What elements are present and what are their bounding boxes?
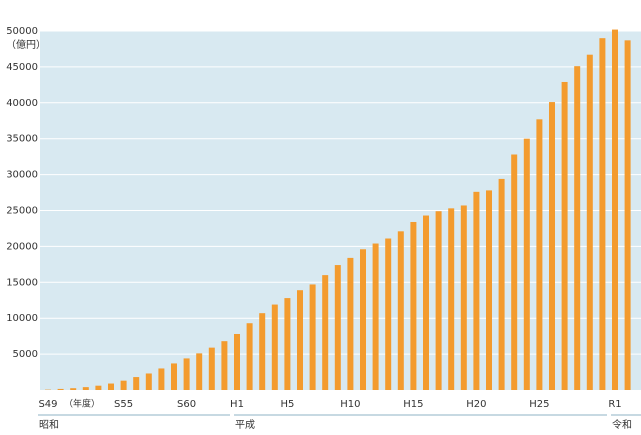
y-tick-label: 5000 [13,349,38,360]
bar [57,388,64,390]
y-tick-label: 30000 [6,170,38,181]
x-tick-label: H10 [340,399,360,410]
bar [486,190,492,390]
bar [221,341,228,390]
bar [372,243,379,390]
x-tick-label: H1 [230,399,244,410]
bar [498,178,505,390]
y-tick-label: 35000 [6,134,38,145]
bar [70,388,77,390]
bar [309,284,316,390]
bar [612,29,618,391]
bar [473,191,480,390]
bar [120,380,127,390]
bar [297,290,303,390]
bar [196,353,203,390]
bar [347,257,354,390]
bar [284,298,291,390]
bar [171,363,177,390]
bar [259,313,266,390]
bar [158,368,165,390]
bar [523,138,530,390]
bar [511,154,518,390]
x-tick-label: S60 [177,399,196,410]
bar [145,373,152,390]
bar [322,275,329,390]
bar [133,377,140,390]
bar [460,205,467,390]
y-tick-label: 40000 [6,98,38,109]
bar [599,38,606,391]
bar [108,383,114,390]
era-label: 平成 [235,419,255,431]
x-tick-label: S49 [38,399,57,410]
era-label: 令和 [612,418,632,431]
x-tick-label: S55 [114,399,133,410]
bar [536,119,543,391]
bar [586,54,593,390]
bar [561,81,568,390]
bar [234,333,240,390]
bar [82,387,89,390]
y-unit-label: （億円） [6,38,46,51]
bar [208,347,215,390]
y-tick-label: 10000 [6,313,38,324]
bar [334,265,341,390]
bar [397,231,404,390]
bar [624,40,631,391]
y-tick-label: 25000 [6,206,38,217]
bar [271,304,278,390]
bar [385,238,392,390]
x-unit-label: （年度） [64,398,100,410]
y-tick-label: 20000 [6,241,38,252]
bar [435,211,442,390]
bar [574,66,581,390]
bar [95,385,102,390]
bar [549,102,555,390]
bar [448,208,455,390]
x-tick-label: H5 [280,399,294,410]
bar [183,358,190,390]
x-tick-label: H15 [403,399,423,410]
y-tick-label: 15000 [6,277,38,288]
bar [360,249,366,390]
x-tick-label: R1 [608,399,621,410]
bar [423,215,429,390]
era-label: 昭和 [39,419,59,431]
y-tick-label: 45000 [6,62,38,73]
x-tick-label: H20 [466,399,486,410]
x-tick-label: H25 [529,399,549,410]
y-tick-label: 50000 [6,26,38,37]
bar [410,221,417,390]
bar [246,323,253,390]
